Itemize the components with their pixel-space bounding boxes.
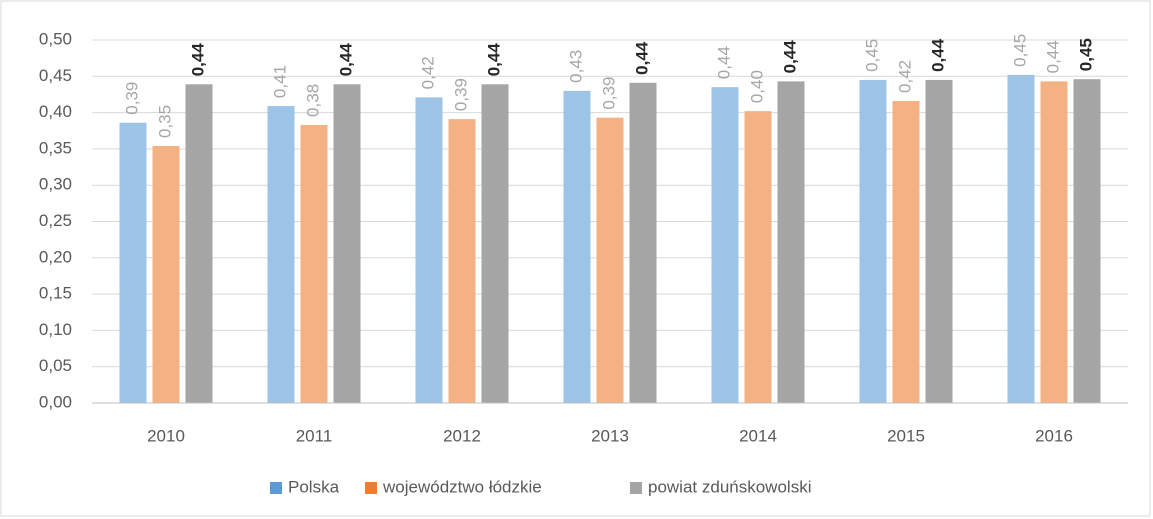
- bar: [152, 145, 180, 403]
- bar: [448, 119, 476, 403]
- y-tick-label: 0,20: [39, 247, 72, 266]
- bar: [1007, 74, 1035, 404]
- bar: [1040, 81, 1068, 403]
- data-label: 0,44: [1043, 40, 1062, 73]
- data-label: 0,35: [155, 105, 174, 138]
- y-tick-label: 0,40: [39, 102, 72, 121]
- bar: [629, 82, 657, 404]
- x-tick-label: 2013: [591, 426, 629, 445]
- data-label: 0,39: [599, 77, 618, 110]
- y-tick-label: 0,35: [39, 138, 72, 157]
- data-label: 0,41: [270, 65, 289, 98]
- y-tick-label: 0,45: [39, 66, 72, 85]
- bar: [300, 124, 328, 403]
- data-label: 0,39: [122, 82, 141, 115]
- x-tick-label: 2016: [1035, 426, 1073, 445]
- bar: [892, 100, 920, 403]
- bar: [744, 111, 772, 403]
- bar: [481, 84, 509, 403]
- y-tick-label: 0,30: [39, 175, 72, 194]
- bar: [859, 79, 887, 404]
- bar: [119, 122, 147, 403]
- legend-label: powiat zduńskowolski: [648, 477, 811, 496]
- data-label: 0,38: [303, 84, 322, 117]
- data-label: 0,44: [484, 43, 503, 77]
- legend-label: województwo łódzkie: [382, 477, 542, 496]
- bar: [185, 84, 213, 403]
- data-label: 0,44: [714, 46, 733, 79]
- y-tick-label: 0,50: [39, 29, 72, 48]
- bar: [563, 90, 591, 403]
- x-tick-label: 2010: [147, 426, 185, 445]
- y-tick-label: 0,00: [39, 392, 72, 411]
- bar: [925, 79, 953, 404]
- data-label: 0,45: [1010, 34, 1029, 67]
- data-label: 0,45: [1076, 38, 1095, 71]
- bar: [333, 84, 361, 403]
- x-tick-label: 2012: [443, 426, 481, 445]
- data-label: 0,44: [928, 38, 947, 72]
- data-label: 0,44: [336, 43, 355, 77]
- legend-label: Polska: [288, 477, 340, 496]
- legend-swatch: [630, 482, 642, 494]
- y-tick-label: 0,25: [39, 211, 72, 230]
- bar: [777, 81, 805, 403]
- data-label: 0,42: [895, 60, 914, 93]
- data-label: 0,43: [566, 50, 585, 83]
- bar: [1073, 79, 1101, 403]
- y-tick-label: 0,15: [39, 284, 72, 303]
- bar: [415, 97, 443, 403]
- data-label: 0,44: [632, 41, 651, 75]
- data-label: 0,40: [747, 70, 766, 103]
- data-label: 0,44: [780, 40, 799, 74]
- data-label: 0,39: [451, 78, 470, 111]
- bar: [711, 87, 739, 403]
- legend-swatch: [365, 482, 377, 494]
- bar: [596, 117, 624, 403]
- data-label: 0,44: [188, 43, 207, 77]
- y-tick-label: 0,05: [39, 356, 72, 375]
- data-label: 0,42: [418, 56, 437, 89]
- bar: [267, 106, 295, 403]
- legend-swatch: [270, 482, 282, 494]
- x-tick-label: 2011: [296, 426, 333, 445]
- data-label: 0,45: [862, 39, 881, 72]
- x-tick-label: 2014: [739, 426, 777, 445]
- x-tick-label: 2015: [887, 426, 925, 445]
- y-tick-label: 0,10: [39, 320, 72, 339]
